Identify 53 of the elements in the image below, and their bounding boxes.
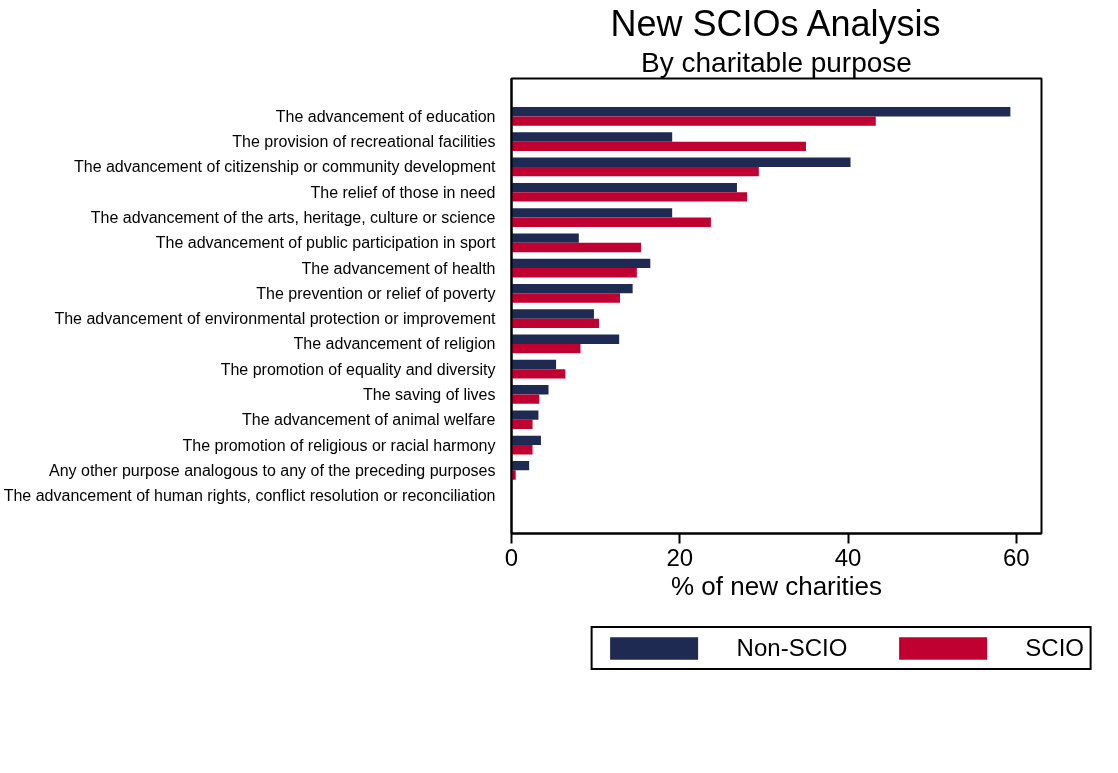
bar xyxy=(511,208,673,218)
bar xyxy=(511,309,594,319)
y-tick-label: The advancement of religion xyxy=(293,335,496,353)
chart-subtitle: By charitable purpose xyxy=(641,46,912,78)
bar xyxy=(511,369,566,379)
y-tick-label: The advancement of the arts, heritage, culture or science xyxy=(90,209,496,227)
bar xyxy=(511,233,579,243)
bar xyxy=(511,385,549,395)
y-tick-label: The advancement of education xyxy=(275,107,496,125)
bar xyxy=(511,268,637,278)
bar xyxy=(511,182,737,193)
y-tick-label: The promotion of equality and diversity xyxy=(220,360,496,378)
bar xyxy=(511,107,1011,117)
bar xyxy=(511,419,533,430)
y-tick-label: The saving of lives xyxy=(362,385,496,403)
bar xyxy=(511,116,876,126)
bar xyxy=(511,258,651,269)
bar xyxy=(511,242,642,253)
bar xyxy=(511,394,540,404)
y-tick-label: The relief of those in need xyxy=(310,183,496,201)
y-tick-label: The provision of recreational facilities xyxy=(232,133,496,151)
bar xyxy=(511,359,557,370)
x-tick-label: 0 xyxy=(504,543,519,571)
y-tick-label: Any other purpose analogous to any of the preceding purposes xyxy=(48,461,496,479)
legend-label: SCIO xyxy=(1025,634,1084,662)
bar xyxy=(511,445,533,455)
y-tick-label: The advancement of animal welfare xyxy=(242,411,496,429)
bar xyxy=(511,141,806,152)
bar xyxy=(511,334,620,344)
chart-title: New SCIOs Analysis xyxy=(610,2,941,44)
bar xyxy=(511,293,621,303)
x-axis-title: % of new charities xyxy=(671,570,882,601)
bar xyxy=(511,410,539,420)
y-tick-label: The advancement of citizenship or community development xyxy=(73,158,497,176)
legend-label: Non-SCIO xyxy=(736,634,848,662)
x-tick-label: 40 xyxy=(834,543,862,571)
x-tick-label: 20 xyxy=(666,543,694,571)
bar xyxy=(511,192,748,202)
bar xyxy=(511,217,711,227)
y-tick-label: The advancement of public participation in sport xyxy=(155,234,497,252)
bar xyxy=(511,318,599,328)
y-tick-label: The prevention or relief of poverty xyxy=(256,284,496,302)
y-tick-label: The advancement of human rights, conflict resolution or reconciliation xyxy=(3,487,496,505)
bar xyxy=(511,132,673,142)
bar xyxy=(511,157,851,167)
bar xyxy=(511,284,633,294)
y-tick-label: The promotion of religious or racial harmony xyxy=(182,436,496,454)
y-tick-label: The advancement of health xyxy=(301,259,496,277)
bar xyxy=(511,166,759,177)
bar xyxy=(511,343,581,354)
bar xyxy=(511,435,541,446)
y-tick-label: The advancement of environmental protection or improvement xyxy=(54,310,497,328)
x-tick-label: 60 xyxy=(1002,543,1030,571)
